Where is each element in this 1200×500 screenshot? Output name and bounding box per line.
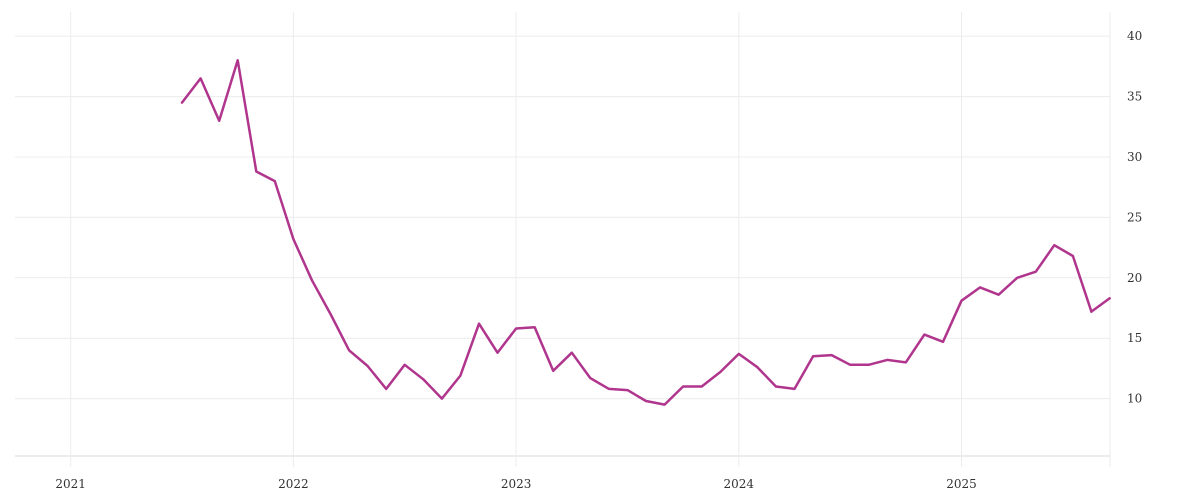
y-tick-label-35: 35 [1127, 90, 1142, 104]
y-tick-label-10: 10 [1127, 392, 1142, 406]
series-layer [180, 59, 1111, 406]
x-tick-label-2024: 2024 [724, 477, 755, 491]
y-tick-label-15: 15 [1127, 331, 1142, 345]
y-tick-label-30: 30 [1127, 150, 1142, 164]
x-tick-label-2021: 2021 [55, 477, 86, 491]
series-line-1 [1090, 297, 1111, 313]
y-tick-label-40: 40 [1127, 29, 1142, 43]
y-tick-label-20: 20 [1127, 271, 1142, 285]
x-tick-label-2022: 2022 [278, 477, 309, 491]
grid [15, 12, 1111, 467]
x-tick-label-2025: 2025 [946, 477, 977, 491]
series-line-0 [180, 59, 1093, 406]
y-tick-label-25: 25 [1127, 210, 1142, 224]
x-tick-label-2023: 2023 [501, 477, 532, 491]
